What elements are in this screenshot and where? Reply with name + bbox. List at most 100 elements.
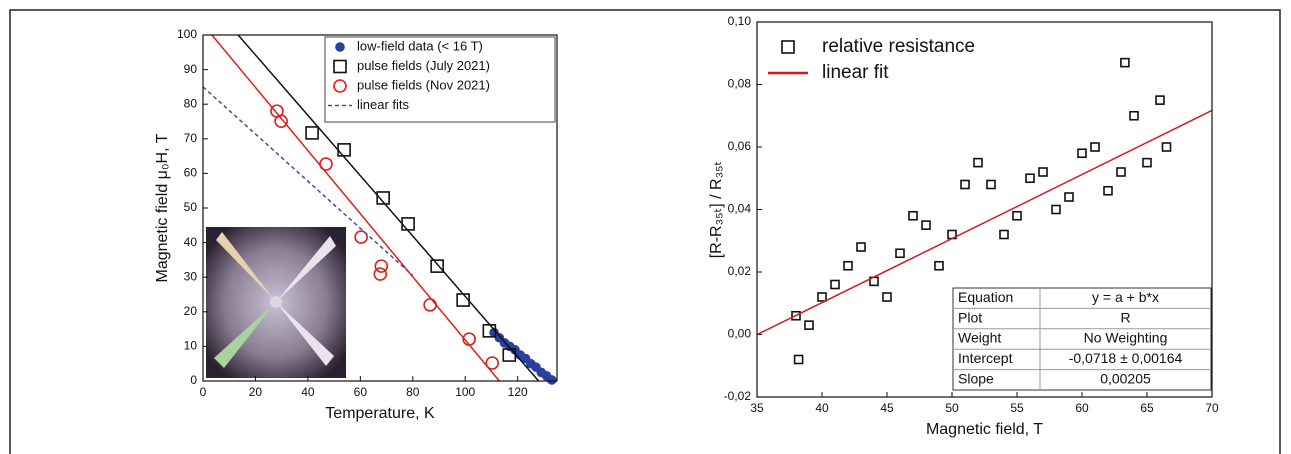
y-tick-label: 60 <box>184 166 198 180</box>
x-axis-label: Magnetic field, T <box>926 421 1043 438</box>
legend-swatch <box>333 59 347 74</box>
point <box>456 293 470 307</box>
legend-box <box>324 36 556 123</box>
point <box>817 292 827 302</box>
x-tick-label: 35 <box>750 401 764 415</box>
point <box>485 356 500 370</box>
point <box>401 217 415 231</box>
table-value: y = a + b*x <box>1092 289 1159 305</box>
plot-frame <box>756 21 1213 398</box>
legend-label: relative resistance <box>822 36 975 57</box>
legend-label: linear fits <box>357 97 410 112</box>
x-tick-label: 45 <box>880 401 894 415</box>
y-tick-label: 0,02 <box>728 264 752 278</box>
y-axis-label: [R-R₃₅ₜ] / R₃₅ₜ <box>708 161 725 259</box>
fit-table <box>952 287 1212 391</box>
point <box>337 143 351 157</box>
y-tick-label: 0,06 <box>728 139 752 153</box>
point <box>354 230 368 244</box>
point <box>1129 110 1139 121</box>
table-key: Slope <box>958 371 994 387</box>
y-tick-label: 0,10 <box>728 14 752 28</box>
point <box>423 298 437 312</box>
x-tick-label: 100 <box>455 385 475 399</box>
legend-label: pulse fields (Nov 2021) <box>357 77 490 92</box>
point <box>793 354 804 365</box>
fit-line <box>211 35 500 381</box>
point <box>960 179 970 190</box>
x-axis-label: Temperature, K <box>325 405 435 422</box>
point <box>1103 185 1113 196</box>
legend-swatch <box>333 79 347 93</box>
x-tick-label: 70 <box>1205 401 1219 415</box>
x-tick-label: 40 <box>301 385 315 399</box>
x-tick-label: 60 <box>354 385 368 399</box>
point <box>373 267 388 281</box>
plot-frame <box>202 34 558 382</box>
point <box>999 229 1009 240</box>
point <box>934 260 944 271</box>
x-tick-label: 50 <box>945 401 959 415</box>
point <box>1077 148 1087 159</box>
table-key: Plot <box>958 309 982 325</box>
point <box>1090 142 1100 152</box>
table-value: No Weighting <box>1084 330 1168 346</box>
x-tick-label: 40 <box>815 401 829 415</box>
x-tick-label: 65 <box>1140 401 1154 415</box>
legend-label: pulse fields (July 2021) <box>357 58 490 73</box>
y-tick-label: 20 <box>184 304 198 318</box>
point <box>986 179 996 190</box>
inset-photo <box>206 227 346 378</box>
point <box>908 210 918 221</box>
frame <box>9 9 1281 454</box>
table-key: Equation <box>958 289 1013 305</box>
point <box>921 220 931 230</box>
y-tick-label: -0,02 <box>724 389 752 403</box>
fit-line <box>757 109 1212 336</box>
y-tick-label: 30 <box>184 269 198 283</box>
table-value: 0,00205 <box>1100 371 1151 387</box>
point <box>1038 167 1048 177</box>
x-tick-label: 55 <box>1010 401 1024 415</box>
point <box>830 279 840 290</box>
point <box>1116 167 1126 177</box>
point <box>305 126 319 140</box>
point <box>376 191 390 205</box>
point <box>1064 192 1074 202</box>
table-key: Intercept <box>958 350 1013 366</box>
legend-label: linear fit <box>822 62 889 83</box>
point <box>843 260 853 271</box>
point <box>804 320 814 330</box>
point <box>546 375 557 385</box>
point <box>1012 210 1022 221</box>
point <box>1120 57 1130 68</box>
fit-line <box>237 35 540 381</box>
y-tick-label: 0,00 <box>728 327 752 341</box>
point <box>1161 142 1172 152</box>
point <box>882 292 892 302</box>
legend-label: low-field data (< 16 T) <box>357 38 483 53</box>
table-value: -0,0718 ± 0,00164 <box>1069 350 1183 366</box>
point <box>1025 173 1035 184</box>
y-tick-label: 10 <box>184 339 198 353</box>
y-tick-label: 50 <box>184 200 198 214</box>
legend-swatch <box>781 40 795 54</box>
point <box>1155 95 1165 105</box>
point <box>791 310 801 321</box>
y-tick-label: 70 <box>184 131 198 145</box>
x-tick-label: 60 <box>1075 401 1089 415</box>
point <box>430 259 444 273</box>
point <box>374 259 389 273</box>
point <box>274 114 288 128</box>
point <box>1051 204 1061 215</box>
y-tick-label: 40 <box>184 235 198 249</box>
point <box>1142 157 1152 168</box>
y-tick-label: 0,08 <box>728 77 752 91</box>
x-tick-label: 80 <box>406 385 420 399</box>
table-key: Weight <box>958 330 1001 346</box>
y-tick-label: 80 <box>184 96 198 110</box>
y-tick-label: 0,04 <box>728 202 752 216</box>
x-tick-label: 0 <box>200 385 207 399</box>
point <box>895 248 905 259</box>
